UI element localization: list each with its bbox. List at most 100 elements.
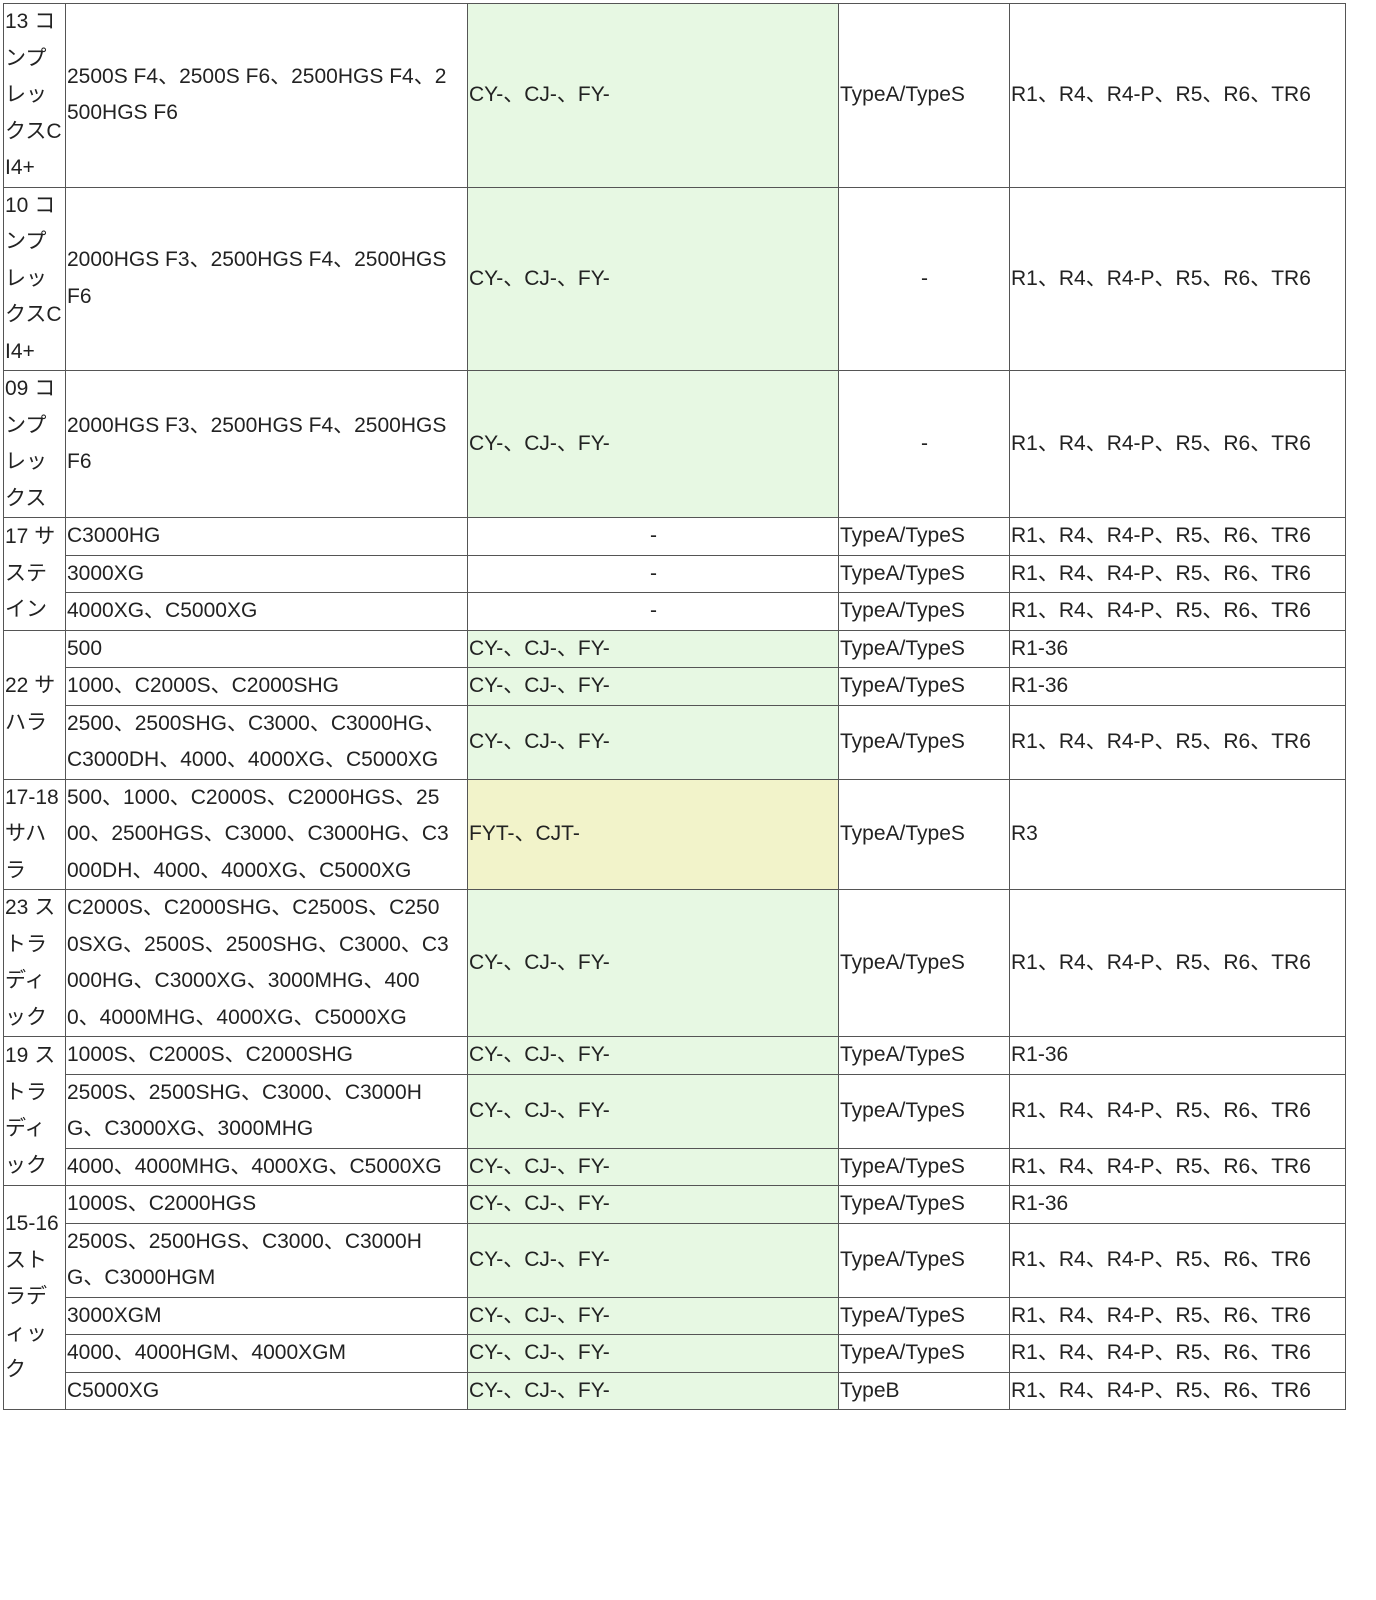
type-cell: TypeA/TypeS (838, 889, 1010, 1037)
spool-cell: CY-、CJ-、FY- (467, 1185, 839, 1224)
table-row: C5000XG CY-、CJ-、FY- TypeB R1、R4、R4-P、R5、R6、… (4, 1371, 1346, 1410)
handle-cell: R1、R4、R4-P、R5、R6、TR6 (1009, 3, 1346, 188)
type-cell: TypeA/TypeS (838, 1073, 1010, 1149)
handle-cell: R1-36 (1009, 629, 1346, 668)
sizes-cell: 4000、4000MHG、4000XG、C5000XG (65, 1147, 468, 1186)
spool-cell: - (467, 517, 839, 556)
model-name-cell: 09 コンプレックス (3, 370, 66, 518)
model-name-cell: 23 ストラディック (3, 889, 66, 1037)
sizes-cell: C5000XG (65, 1371, 468, 1410)
type-cell: TypeA/TypeS (838, 1147, 1010, 1186)
handle-cell: R1、R4、R4-P、R5、R6、TR6 (1009, 1073, 1346, 1149)
type-cell: TypeA/TypeS (838, 704, 1010, 780)
sizes-cell: 2500、2500SHG、C3000、C3000HG、C3000DH、4000、… (65, 704, 468, 780)
sizes-cell: 1000S、C2000HGS (65, 1185, 468, 1224)
sizes-cell: 2500S、2500SHG、C3000、C3000HG、C3000XG、3000… (65, 1073, 468, 1149)
handle-cell: R1、R4、R4-P、R5、R6、TR6 (1009, 1371, 1346, 1410)
table-row: 23 ストラディック C2000S、C2000SHG、C2500S、C2500SX… (3, 889, 1346, 1037)
handle-cell: R1、R4、R4-P、R5、R6、TR6 (1009, 592, 1346, 631)
table-body: 13 コンプレックスCI4+ 2500S F4、2500S F6、2500HGS … (3, 3, 1346, 1410)
sizes-cell: 1000S、C2000S、C2000SHG (65, 1036, 468, 1075)
sizes-cell: 500、1000、C2000S、C2000HGS、2500、2500HGS、C3… (65, 778, 468, 890)
model-name-cell: 17 サステイン (3, 517, 66, 631)
spool-cell: CY-、CJ-、FY- (467, 889, 839, 1037)
handle-cell: R1、R4、R4-P、R5、R6、TR6 (1009, 1222, 1346, 1298)
spool-cell: - (467, 592, 839, 631)
type-cell: TypeA/TypeS (838, 778, 1010, 890)
table-row: 17 サステイン C3000HG - TypeA/TypeS R1、R4、R4-P、R5… (3, 517, 1346, 631)
type-cell: TypeA/TypeS (838, 517, 1010, 556)
spool-cell: CY-、CJ-、FY- (467, 629, 839, 668)
handle-cell: R1-36 (1009, 667, 1346, 706)
type-cell: TypeA/TypeS (838, 3, 1010, 188)
table-row: 2500、2500SHG、C3000、C3000HG、C3000DH、4000、… (4, 704, 1346, 780)
table-row: 4000XG、C5000XG - TypeA/TypeS R1、R4、R4-P、R5、… (4, 592, 1346, 631)
table-row: 2500S、2500HGS、C3000、C3000HG、C3000HGM CY-、… (4, 1222, 1346, 1298)
sizes-cell: 4000、4000HGM、4000XGM (65, 1334, 468, 1373)
table-row: 3000XG - TypeA/TypeS R1、R4、R4-P、R5、R6、TR6 (4, 554, 1346, 593)
model-name-cell: 22 サハラ (3, 629, 66, 780)
handle-cell: R1、R4、R4-P、R5、R6、TR6 (1009, 517, 1346, 556)
table-row: 10 コンプレックスCI4+ 2000HGS F3、2500HGS F4、2500… (3, 186, 1346, 371)
spool-cell: - (467, 554, 839, 593)
table-row: 1000、C2000S、C2000SHG CY-、CJ-、FY- TypeA/Typ… (4, 667, 1346, 706)
table-row: 19 ストラディック 1000S、C2000S、C2000SHG CY-、CJ-、F… (3, 1036, 1346, 1186)
handle-cell: R1、R4、R4-P、R5、R6、TR6 (1009, 554, 1346, 593)
sizes-cell: C3000HG (65, 517, 468, 556)
table-row: 13 コンプレックスCI4+ 2500S F4、2500S F6、2500HGS … (3, 3, 1346, 188)
handle-cell: R1、R4、R4-P、R5、R6、TR6 (1009, 1147, 1346, 1186)
type-cell: TypeA/TypeS (838, 1334, 1010, 1373)
model-name-cell: 15-16 ストラディック (3, 1185, 66, 1410)
table-row: 4000、4000MHG、4000XG、C5000XG CY-、CJ-、FY- Ty… (4, 1147, 1346, 1186)
handle-cell: R3 (1009, 778, 1346, 890)
spool-cell: CY-、CJ-、FY- (467, 1036, 839, 1075)
type-cell: TypeA/TypeS (838, 1222, 1010, 1298)
sizes-cell: 3000XG (65, 554, 468, 593)
table-row: 4000、4000HGM、4000XGM CY-、CJ-、FY- TypeA/Typ… (4, 1334, 1346, 1373)
model-name-cell: 10 コンプレックスCI4+ (3, 186, 66, 371)
table-row: 22 サハラ 500 CY-、CJ-、FY- TypeA/TypeS R1-36 (3, 629, 1346, 780)
handle-cell: R1、R4、R4-P、R5、R6、TR6 (1009, 1296, 1346, 1335)
table-row: 17-18 サハラ 500、1000、C2000S、C2000HGS、2500、2… (3, 778, 1346, 890)
type-cell: - (838, 370, 1010, 518)
spool-cell: CY-、CJ-、FY- (467, 1147, 839, 1186)
sizes-cell: C2000S、C2000SHG、C2500S、C2500SXG、2500S、25… (65, 889, 468, 1037)
spool-cell: CY-、CJ-、FY- (467, 1296, 839, 1335)
type-cell: TypeA/TypeS (838, 1185, 1010, 1224)
model-name-cell: 17-18 サハラ (3, 778, 66, 890)
spool-cell: CY-、CJ-、FY- (467, 667, 839, 706)
table-row: 3000XGM CY-、CJ-、FY- TypeA/TypeS R1、R4、R4-P、… (4, 1296, 1346, 1335)
spool-cell: CY-、CJ-、FY- (467, 1371, 839, 1410)
sizes-cell: 1000、C2000S、C2000SHG (65, 667, 468, 706)
type-cell: - (838, 186, 1010, 371)
sizes-cell: 500 (65, 629, 468, 668)
spool-cell: CY-、CJ-、FY- (467, 1222, 839, 1298)
type-cell: TypeA/TypeS (838, 1036, 1010, 1075)
spool-cell: CY-、CJ-、FY- (467, 186, 839, 371)
handle-cell: R1-36 (1009, 1185, 1346, 1224)
model-name-cell: 19 ストラディック (3, 1036, 66, 1186)
handle-cell: R1、R4、R4-P、R5、R6、TR6 (1009, 186, 1346, 371)
model-name-cell: 13 コンプレックスCI4+ (3, 3, 66, 188)
type-cell: TypeA/TypeS (838, 592, 1010, 631)
sizes-cell: 4000XG、C5000XG (65, 592, 468, 631)
spool-cell: CY-、CJ-、FY- (467, 1334, 839, 1373)
type-cell: TypeA/TypeS (838, 629, 1010, 668)
sizes-cell: 2500S F4、2500S F6、2500HGS F4、2500HGS F6 (65, 3, 468, 188)
sizes-cell: 2000HGS F3、2500HGS F4、2500HGS F6 (65, 186, 468, 371)
spool-cell: CY-、CJ-、FY- (467, 3, 839, 188)
handle-cell: R1、R4、R4-P、R5、R6、TR6 (1009, 1334, 1346, 1373)
sizes-cell: 2000HGS F3、2500HGS F4、2500HGS F6 (65, 370, 468, 518)
table-row: 2500S、2500SHG、C3000、C3000HG、C3000XG、3000… (4, 1073, 1346, 1149)
handle-cell: R1、R4、R4-P、R5、R6、TR6 (1009, 889, 1346, 1037)
sizes-cell: 2500S、2500HGS、C3000、C3000HG、C3000HGM (65, 1222, 468, 1298)
spool-cell: CY-、CJ-、FY- (467, 1073, 839, 1149)
table-row: 09 コンプレックス 2000HGS F3、2500HGS F4、2500HGS … (3, 370, 1346, 518)
handle-cell: R1、R4、R4-P、R5、R6、TR6 (1009, 370, 1346, 518)
spool-cell: CY-、CJ-、FY- (467, 704, 839, 780)
type-cell: TypeA/TypeS (838, 667, 1010, 706)
table-row: 15-16 ストラディック 1000S、C2000HGS CY-、CJ-、FY- Ty… (3, 1185, 1346, 1410)
type-cell: TypeA/TypeS (838, 1296, 1010, 1335)
spool-cell: FYT-、CJT- (467, 778, 839, 890)
sizes-cell: 3000XGM (65, 1296, 468, 1335)
